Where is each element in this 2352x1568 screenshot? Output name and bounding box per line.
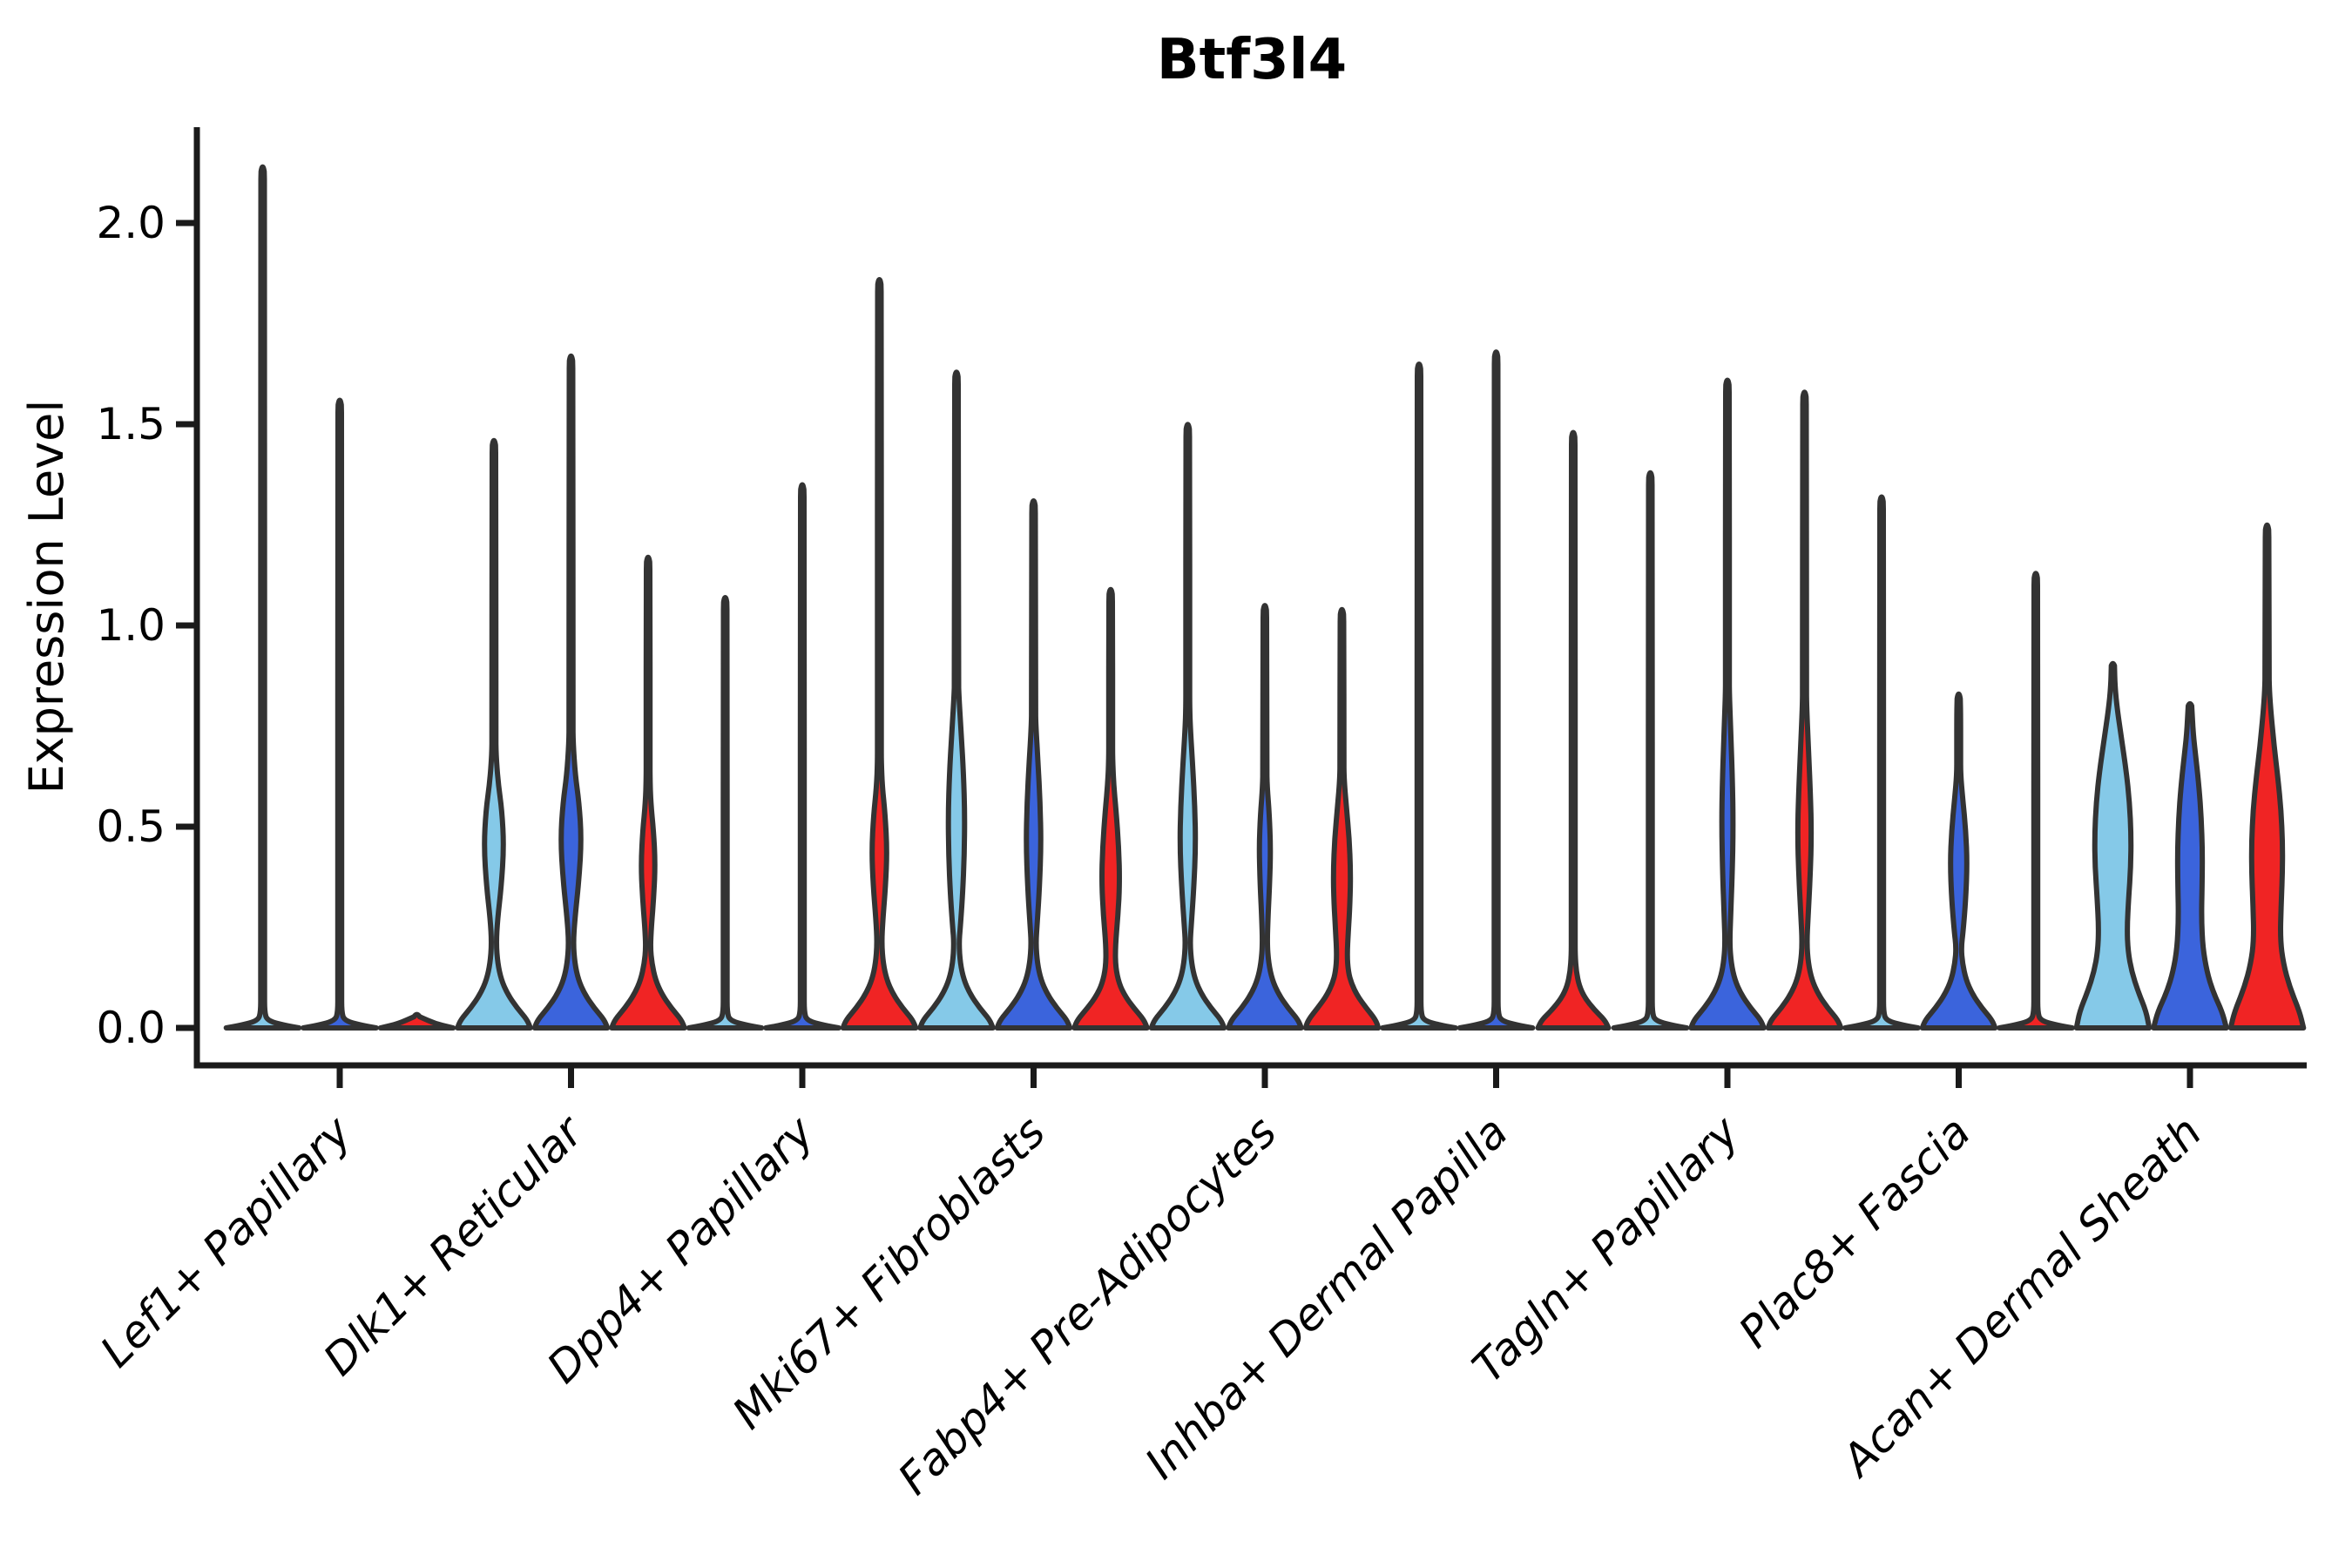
violin-shape xyxy=(763,482,841,1031)
violin-group xyxy=(223,164,456,1031)
violin-shape xyxy=(1071,586,1150,1031)
violin-shape xyxy=(531,353,611,1031)
violin-shape xyxy=(1535,429,1612,1031)
violin-group xyxy=(2073,522,2307,1031)
y-tick-label: 1.5 xyxy=(96,399,166,449)
violin-shape xyxy=(2073,660,2153,1031)
violin-shape xyxy=(1688,377,1767,1031)
y-tick-label: 0.0 xyxy=(96,1003,166,1053)
violin-shape xyxy=(1302,606,1382,1031)
violin-shape xyxy=(1842,494,1921,1031)
violin-shape xyxy=(609,554,687,1031)
axis-spines xyxy=(193,127,2307,1069)
violins-layer xyxy=(223,164,2307,1031)
violin-group xyxy=(1842,494,2075,1031)
axes-layer xyxy=(193,127,2307,1069)
y-tick-label: 2.0 xyxy=(96,198,166,248)
y-axis-ticks: 0.0 0.5 1.0 1.5 2.0 xyxy=(96,198,197,1053)
y-tick-label: 1.0 xyxy=(96,600,166,651)
violin-shape xyxy=(1765,389,1844,1031)
violin-shape xyxy=(1919,691,1998,1031)
violin-group xyxy=(455,353,687,1031)
violin-shape xyxy=(1456,349,1536,1031)
violin-shape xyxy=(1611,470,1690,1031)
plot-title: Btf3l4 xyxy=(1157,28,1347,92)
violin-shape xyxy=(223,164,302,1031)
violin-shape xyxy=(1226,603,1304,1031)
violin-group xyxy=(1611,377,1844,1031)
violin-shape xyxy=(377,1011,456,1031)
violin-shape xyxy=(2151,701,2229,1031)
violin-shape xyxy=(840,276,919,1031)
violin-shape xyxy=(917,369,996,1031)
violin-group xyxy=(686,276,919,1031)
violin-group xyxy=(917,369,1150,1031)
violin-shape xyxy=(1997,571,2075,1031)
violin-shape xyxy=(686,594,765,1031)
violin-shape xyxy=(994,498,1073,1031)
violin-shape xyxy=(2227,522,2307,1031)
violin-shape xyxy=(1380,361,1458,1031)
x-tick-label: Fabp4+ Pre-Adipocytes xyxy=(889,1106,1287,1504)
violin-shape xyxy=(455,437,533,1031)
y-axis-label: Expression Level xyxy=(19,400,74,794)
x-tick-label: Lef1+ Papillary xyxy=(91,1105,362,1376)
violin-shape xyxy=(301,397,379,1031)
x-tick-label: Plac8+ Fascia xyxy=(1729,1106,1980,1357)
y-tick-label: 0.5 xyxy=(96,801,166,852)
violin-shape xyxy=(1148,422,1227,1031)
violin-group xyxy=(1380,349,1612,1031)
violin-group xyxy=(1148,422,1382,1031)
